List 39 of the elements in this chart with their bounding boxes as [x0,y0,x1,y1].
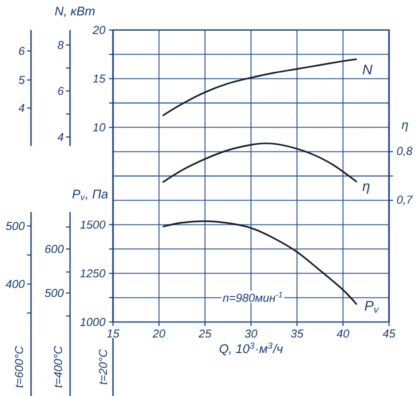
text: 8 [58,40,64,50]
text: t=400°C [54,346,62,388]
x-tick-label: 45 [382,330,396,338]
text: 6 [19,46,25,56]
y2-tick-label: 0,7 [397,196,413,206]
x-tick-label: 40 [336,330,350,338]
x-tick-label: 15 [106,330,120,338]
y2-tick-label: 0,8 [397,146,412,156]
y3-tick-label: 1000 [80,318,106,326]
x-tick-label: 20 [152,330,166,338]
y-tick-label: 15 [92,74,106,83]
series-label: η [362,183,370,194]
y3-tick-label: 1250 [80,269,106,278]
text: 500 [6,222,25,230]
line-series [162,220,358,306]
x-tick-label: 35 [290,330,304,338]
y-tick-label: 20 [92,26,106,34]
x-tick-label: 30 [244,330,258,338]
series-label: P$_{v}$ [364,301,380,313]
text: 6 [58,86,64,96]
line-series [162,58,358,116]
series-label: N [362,64,372,74]
y-axis-title: N, кВт [54,6,95,17]
y3-axis-title: P$_{v}$, Па [72,190,108,200]
text: 400 [6,280,25,288]
annotation: n=980мин$^{-1}$ [222,292,282,302]
text: t=600°C [14,346,24,388]
x-axis-title: Q, 10$^{3}$·м$^{3}$/ч [220,342,283,356]
text: 4 [57,133,64,141]
text: t=20°C [98,349,108,384]
line-series [162,142,358,184]
text: 500 [44,288,64,298]
y-tick-label: 10 [92,123,106,132]
y2-axis-title: η [402,122,408,132]
text: 600 [45,244,64,254]
y3-tick-label: 1500 [80,220,106,229]
text: 4 [18,104,24,112]
x-tick-label: 25 [198,330,212,338]
text: 5 [18,76,25,84]
